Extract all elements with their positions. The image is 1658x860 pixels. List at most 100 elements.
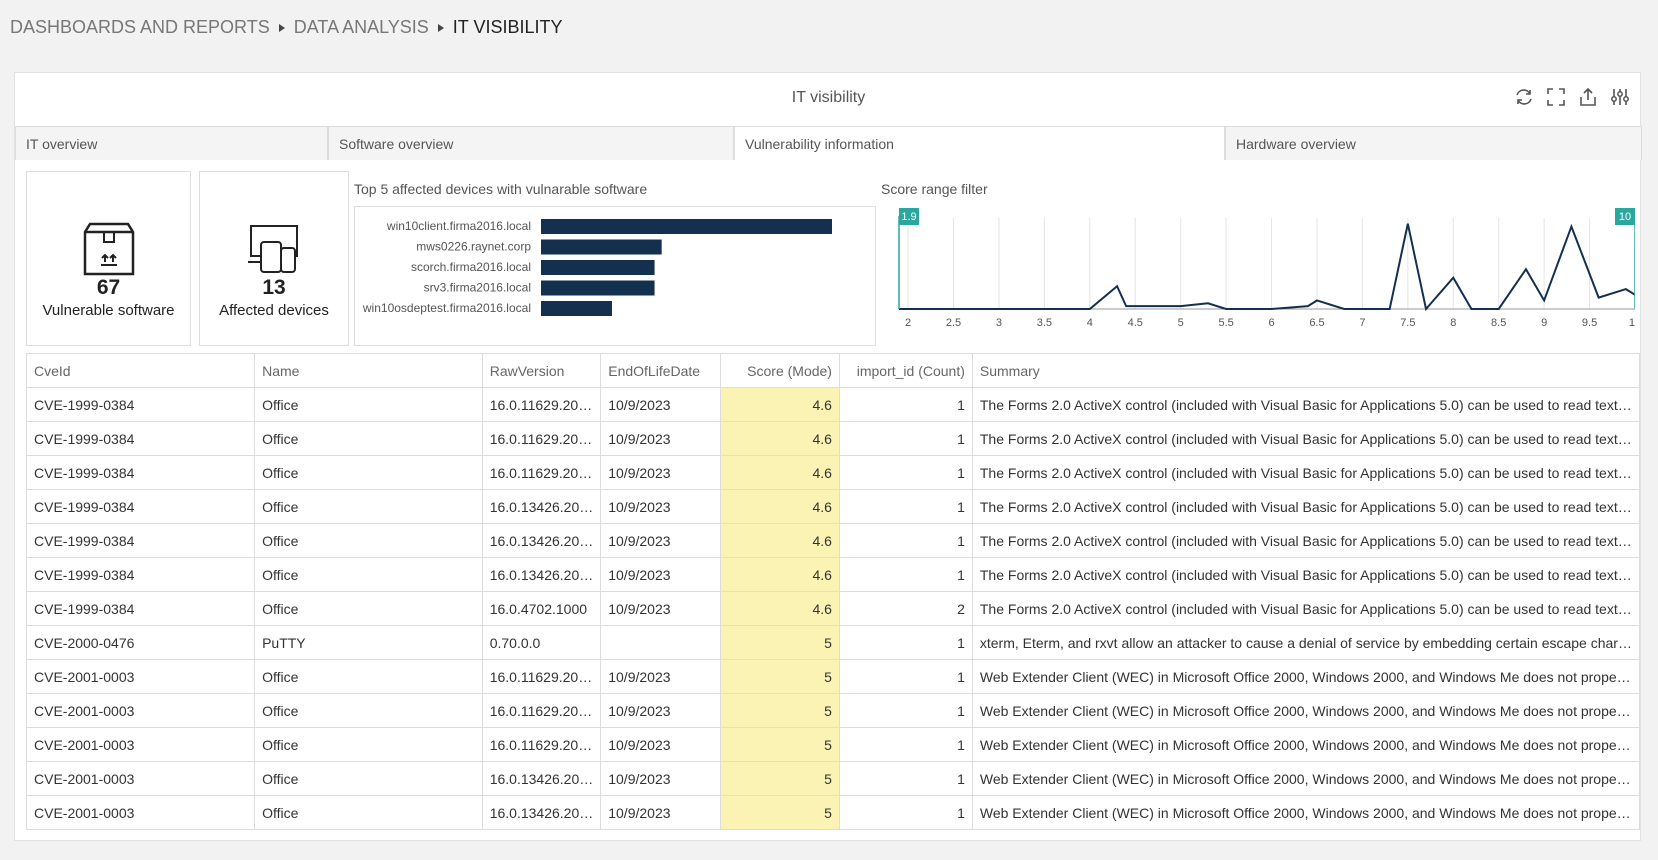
- table-cell: The Forms 2.0 ActiveX control (included …: [971, 523, 1641, 558]
- table-cell: 1: [838, 727, 973, 762]
- column-header[interactable]: CveId: [25, 353, 256, 388]
- bar: [541, 219, 832, 234]
- fullscreen-button[interactable]: [1546, 87, 1566, 107]
- table-cell: 1: [838, 489, 973, 524]
- table-cell: Web Extender Client (WEC) in Microsoft O…: [971, 795, 1641, 830]
- table-cell: Office: [254, 761, 483, 796]
- chart-title: Top 5 affected devices with vulnarable s…: [354, 181, 648, 197]
- table-cell: CVE-1999-0384: [25, 591, 256, 626]
- x-tick-label: 2: [905, 317, 911, 328]
- table-cell: Office: [254, 659, 483, 694]
- export-button[interactable]: [1578, 87, 1598, 107]
- column-header[interactable]: import_id (Count): [838, 353, 973, 388]
- table-cell: 4.6: [720, 591, 840, 626]
- column-header[interactable]: Name: [254, 353, 483, 388]
- table-cell: Office: [254, 421, 483, 456]
- kpi-value: 67: [96, 276, 121, 299]
- table-row: CVE-2001-0003 Office 16.0.11629.20… 10/9/20…: [25, 659, 1641, 694]
- table-cell: The Forms 2.0 ActiveX control (included …: [971, 489, 1641, 524]
- handle-label: 1.9: [901, 211, 916, 223]
- table-cell: 16.0.11629.20…: [481, 421, 602, 456]
- table-cell: 5: [720, 795, 840, 830]
- tab[interactable]: Vulnerability information: [734, 126, 1225, 160]
- data-table: CveId Name RawVersion EndOfLifeDate Score (M…: [25, 353, 1641, 830]
- x-tick-label: 9: [1541, 317, 1547, 328]
- x-tick-label: 10: [1629, 317, 1635, 328]
- toolbar: [1514, 87, 1630, 107]
- refresh-button[interactable]: [1514, 87, 1534, 107]
- header-row: CveId Name RawVersion EndOfLifeDate Score (M…: [25, 353, 1641, 388]
- x-tick-label: 7: [1359, 317, 1365, 328]
- handle-box: [1615, 208, 1635, 225]
- table-cell: CVE-2001-0003: [25, 693, 256, 728]
- table-cell: CVE-2001-0003: [25, 795, 256, 830]
- separator: [437, 23, 444, 32]
- table-cell: CVE-1999-0384: [25, 523, 256, 558]
- breadcrumb-item[interactable]: DATA ANALYSIS: [293, 17, 429, 37]
- column-header[interactable]: RawVersion: [481, 353, 602, 388]
- table-row: CVE-1999-0384 Office 16.0.11629.20… 10/9/20…: [25, 387, 1641, 422]
- x-tick-label: 7.5: [1400, 317, 1415, 328]
- panel-title: IT visibility: [791, 89, 866, 106]
- bar-label: win10client.firma2016.local: [386, 219, 531, 233]
- table-cell: CVE-2001-0003: [25, 761, 256, 796]
- table-row: CVE-2001-0003 Office 16.0.13426.20… 10/9/20…: [25, 795, 1641, 830]
- column-header[interactable]: Summary: [971, 353, 1641, 388]
- chart-title: Score range filter: [881, 181, 988, 197]
- table-cell: 16.0.11629.20…: [481, 693, 602, 728]
- tab[interactable]: Hardware overview: [1225, 126, 1642, 160]
- table-row: CVE-1999-0384 Office 16.0.13426.20… 10/9/20…: [25, 557, 1641, 592]
- table-cell: 16.0.13426.20…: [481, 523, 602, 558]
- table-cell: 10/9/2023: [600, 557, 722, 592]
- bar-label: win10osdeptest.firma2016.local: [362, 301, 531, 315]
- handle-box: [899, 208, 919, 225]
- tab[interactable]: Software overview: [328, 126, 734, 160]
- column-header[interactable]: Score (Mode): [720, 353, 840, 388]
- tab[interactable]: IT overview: [15, 126, 328, 160]
- table-cell: 5: [720, 761, 840, 796]
- range-handle[interactable]: 10: [1615, 208, 1635, 225]
- table-cell: 16.0.13426.20…: [481, 761, 602, 796]
- dashboard-panel: IT visibility IT overview Software overvi…: [14, 72, 1642, 841]
- table-cell: 10/9/2023: [600, 795, 722, 830]
- column-header[interactable]: EndOfLifeDate: [600, 353, 722, 388]
- table-row: CVE-2000-0476 PuTTY 0.70.0.0 5 1 xterm, Eterm…: [25, 625, 1641, 660]
- table-cell: CVE-2001-0003: [25, 727, 256, 762]
- table-cell: Office: [254, 557, 483, 592]
- table-cell: Office: [254, 693, 483, 728]
- devices-icon: [248, 225, 298, 273]
- table-cell: 10/9/2023: [600, 693, 722, 728]
- bar-label: srv3.firma2016.local: [424, 281, 531, 295]
- table-cell: The Forms 2.0 ActiveX control (included …: [971, 591, 1641, 626]
- table-row: CVE-2001-0003 Office 16.0.11629.20… 10/9/20…: [25, 693, 1641, 728]
- table-head: CveId Name RawVersion EndOfLifeDate Score (M…: [25, 353, 1641, 388]
- bar: [541, 260, 655, 275]
- x-tick-label: 2.5: [946, 317, 961, 328]
- table-row: CVE-1999-0384 Office 16.0.4702.1000 10/9/20…: [25, 591, 1641, 626]
- table-cell: Office: [254, 387, 483, 422]
- table-cell: Web Extender Client (WEC) in Microsoft O…: [971, 693, 1641, 728]
- table-cell: 16.0.13426.20…: [481, 795, 602, 830]
- table-cell: 4.6: [720, 387, 840, 422]
- bar-label: mws0226.raynet.corp: [416, 240, 531, 254]
- table-cell: 16.0.11629.20…: [481, 455, 602, 490]
- table-cell: CVE-1999-0384: [25, 387, 256, 422]
- settings-button[interactable]: [1610, 87, 1630, 107]
- breadcrumb-item[interactable]: DASHBOARDS AND REPORTS: [10, 17, 270, 37]
- kpi-card: 67 Vulnerable software: [26, 171, 191, 346]
- table-cell: 10/9/2023: [600, 523, 722, 558]
- table-cell: xterm, Eterm, and rxvt allow an attacker…: [971, 625, 1641, 660]
- kpi-label: Affected devices: [219, 302, 329, 319]
- score-range-chart: 2 2.5 3 3.5 4 4.5 5 5.5 6 6.5 7 7.5 8 8.5 9 9.5 10 1.9 10: [898, 208, 1635, 328]
- breadcrumb-item: IT VISIBILITY: [452, 17, 563, 37]
- table-cell: The Forms 2.0 ActiveX control (included …: [971, 557, 1641, 592]
- x-tick-label: 5.5: [1218, 317, 1233, 328]
- table-cell: Office: [254, 455, 483, 490]
- table-cell: 4.6: [720, 489, 840, 524]
- range-handle[interactable]: 1.9: [899, 208, 919, 225]
- table-cell: 4.6: [720, 557, 840, 592]
- table-cell: 16.0.11629.20…: [481, 659, 602, 694]
- table-cell: Web Extender Client (WEC) in Microsoft O…: [971, 727, 1641, 762]
